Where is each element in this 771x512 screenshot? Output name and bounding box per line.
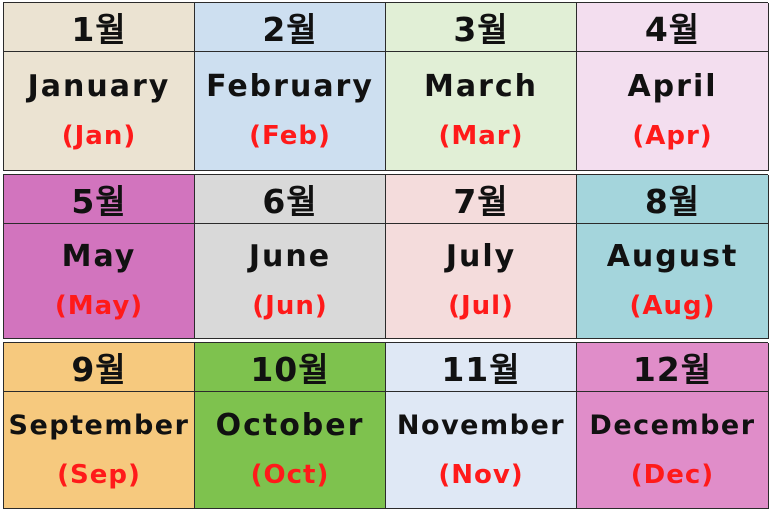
- english-month-name: March: [423, 69, 539, 104]
- month-abbreviation: (Nov): [438, 460, 524, 490]
- korean-month-label: 10월: [195, 343, 385, 392]
- english-month-name: October: [215, 408, 365, 443]
- month-cell: 1월 January (Jan): [4, 3, 195, 171]
- month-cell: 2월 February (Feb): [195, 3, 386, 171]
- korean-month-label: 2월: [195, 3, 385, 52]
- month-abbreviation: (May): [54, 291, 144, 321]
- month-body: October (Oct): [195, 392, 385, 508]
- month-abbreviation: (Jul): [448, 291, 514, 321]
- month-body: January (Jan): [4, 52, 194, 170]
- korean-month-label: 7월: [386, 175, 576, 224]
- months-row-1: 1월 January (Jan) 2월 February (Feb) 3월 Ma…: [3, 2, 769, 171]
- english-month-name: May: [61, 239, 137, 274]
- korean-month-label: 5월: [4, 175, 194, 224]
- korean-month-label: 12월: [577, 343, 768, 392]
- month-body: November (Nov): [386, 392, 576, 508]
- month-cell: 11월 November (Nov): [386, 343, 577, 509]
- korean-month-label: 6월: [195, 175, 385, 224]
- months-row-3: 9월 September (Sep) 10월 October (Oct) 11월…: [3, 342, 769, 509]
- english-month-name: December: [589, 410, 756, 441]
- month-cell: 3월 March (Mar): [386, 3, 577, 171]
- month-body: February (Feb): [195, 52, 385, 170]
- month-abbreviation: (Apr): [632, 121, 713, 151]
- korean-month-label: 3월: [386, 3, 576, 52]
- month-body: March (Mar): [386, 52, 576, 170]
- english-month-name: June: [248, 239, 332, 274]
- english-month-name: September: [8, 410, 190, 441]
- month-cell: 5월 May (May): [4, 175, 195, 339]
- english-month-name: July: [445, 239, 517, 274]
- month-cell: 12월 December (Dec): [577, 343, 769, 509]
- month-abbreviation: (Aug): [629, 291, 716, 321]
- english-month-name: February: [206, 69, 374, 104]
- korean-month-label: 9월: [4, 343, 194, 392]
- month-body: July (Jul): [386, 224, 576, 338]
- english-month-name: November: [396, 410, 566, 441]
- month-abbreviation: (Feb): [249, 121, 331, 151]
- korean-month-label: 11월: [386, 343, 576, 392]
- month-body: May (May): [4, 224, 194, 338]
- months-row-2: 5월 May (May) 6월 June (Jun) 7월 July (Jul)…: [3, 174, 769, 339]
- month-cell: 10월 October (Oct): [195, 343, 386, 509]
- month-abbreviation: (Jun): [252, 291, 328, 321]
- month-body: June (Jun): [195, 224, 385, 338]
- korean-month-label: 8월: [577, 175, 768, 224]
- month-abbreviation: (Dec): [630, 460, 715, 490]
- korean-month-label: 4월: [577, 3, 768, 52]
- month-cell: 8월 August (Aug): [577, 175, 769, 339]
- month-cell: 6월 June (Jun): [195, 175, 386, 339]
- english-month-name: August: [606, 239, 739, 274]
- month-cell: 9월 September (Sep): [4, 343, 195, 509]
- month-abbreviation: (Sep): [57, 460, 141, 490]
- english-month-name: January: [27, 69, 171, 104]
- month-body: August (Aug): [577, 224, 768, 338]
- korean-month-label: 1월: [4, 3, 194, 52]
- month-body: December (Dec): [577, 392, 768, 508]
- month-body: September (Sep): [4, 392, 194, 508]
- month-body: April (Apr): [577, 52, 768, 170]
- english-month-name: April: [627, 69, 718, 104]
- month-abbreviation: (Jan): [61, 121, 137, 151]
- month-cell: 4월 April (Apr): [577, 3, 769, 171]
- month-cell: 7월 July (Jul): [386, 175, 577, 339]
- month-abbreviation: (Oct): [250, 460, 330, 490]
- month-abbreviation: (Mar): [438, 121, 524, 151]
